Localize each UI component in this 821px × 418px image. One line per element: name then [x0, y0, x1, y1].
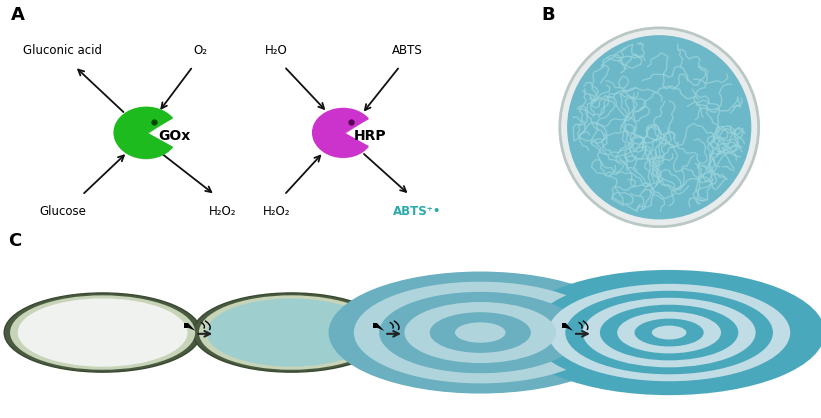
Text: H₂O₂: H₂O₂ — [209, 205, 236, 218]
Ellipse shape — [635, 319, 704, 347]
Wedge shape — [314, 112, 365, 158]
Text: H₂O: H₂O — [265, 43, 288, 56]
Circle shape — [567, 35, 751, 219]
Ellipse shape — [354, 282, 607, 383]
Text: HRP: HRP — [354, 129, 387, 143]
Ellipse shape — [600, 305, 738, 360]
Text: ABTS⁺•: ABTS⁺• — [392, 205, 442, 218]
Ellipse shape — [652, 326, 686, 339]
Ellipse shape — [566, 291, 773, 374]
Ellipse shape — [10, 295, 195, 370]
Ellipse shape — [382, 293, 579, 372]
Ellipse shape — [513, 270, 821, 395]
Bar — [184, 323, 188, 328]
Text: Gluconic acid: Gluconic acid — [23, 43, 102, 56]
Wedge shape — [116, 110, 169, 159]
Text: A: A — [11, 6, 25, 24]
Ellipse shape — [405, 302, 556, 363]
Ellipse shape — [571, 293, 768, 372]
Bar — [373, 323, 377, 328]
Wedge shape — [313, 108, 368, 157]
Ellipse shape — [530, 277, 808, 388]
Ellipse shape — [193, 293, 390, 372]
Ellipse shape — [4, 293, 201, 372]
Ellipse shape — [583, 298, 755, 367]
Ellipse shape — [18, 298, 187, 367]
Polygon shape — [188, 323, 195, 331]
Text: H₂O₂: H₂O₂ — [263, 205, 291, 218]
Polygon shape — [377, 323, 384, 331]
Wedge shape — [114, 107, 172, 158]
Text: C: C — [8, 232, 21, 250]
Ellipse shape — [617, 312, 721, 353]
Text: O₂: O₂ — [193, 43, 208, 56]
Text: GOx: GOx — [158, 129, 190, 143]
Text: ABTS: ABTS — [392, 43, 423, 56]
Ellipse shape — [576, 295, 762, 370]
Ellipse shape — [455, 322, 506, 343]
Polygon shape — [566, 323, 573, 331]
Bar — [562, 323, 566, 328]
Ellipse shape — [396, 298, 565, 367]
Ellipse shape — [585, 298, 754, 367]
Text: B: B — [542, 6, 555, 24]
Ellipse shape — [379, 292, 581, 373]
Ellipse shape — [388, 295, 573, 370]
Ellipse shape — [207, 298, 376, 367]
Ellipse shape — [429, 312, 531, 353]
Ellipse shape — [199, 295, 384, 370]
Ellipse shape — [328, 272, 632, 394]
Text: Glucose: Glucose — [39, 205, 86, 218]
Circle shape — [560, 28, 759, 227]
Ellipse shape — [548, 284, 791, 381]
